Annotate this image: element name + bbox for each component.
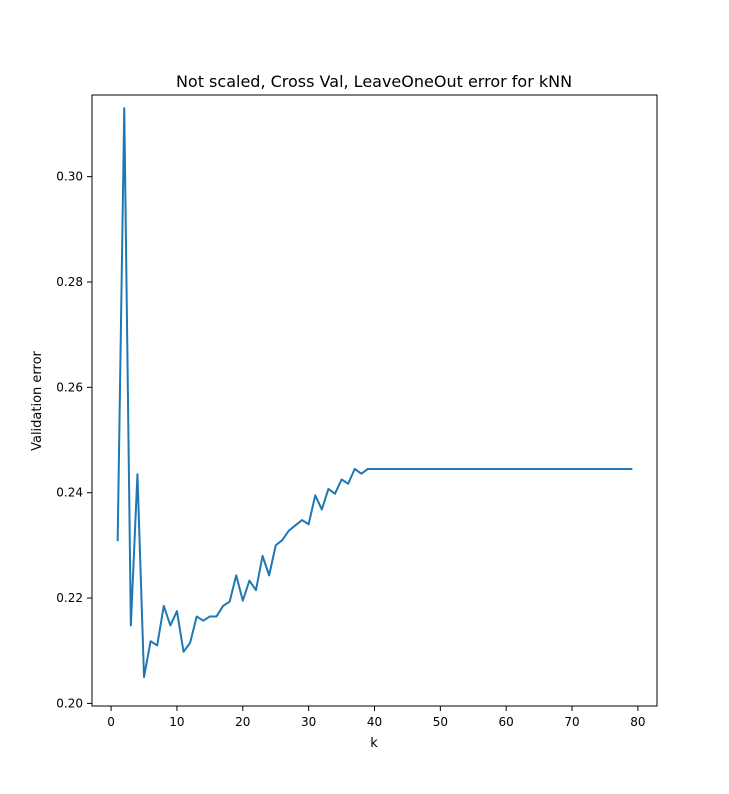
x-tick-label: 30 (301, 715, 316, 729)
x-tick-label: 0 (107, 715, 115, 729)
y-tick-label: 0.28 (56, 275, 83, 289)
y-tick-label: 0.22 (56, 591, 83, 605)
x-tick-label: 60 (499, 715, 514, 729)
y-tick-label: 0.30 (56, 170, 83, 184)
x-tick-label: 10 (169, 715, 184, 729)
y-axis-label: Validation error (30, 350, 45, 450)
x-axis-label: k (370, 736, 378, 751)
y-axis: 0.20 0.22 0.24 0.26 0.28 0.30 (56, 170, 92, 710)
x-tick-label: 80 (630, 715, 645, 729)
x-tick-label: 40 (367, 715, 382, 729)
x-axis: 0 10 20 30 40 50 60 70 80 (107, 706, 646, 729)
x-tick-label: 70 (564, 715, 579, 729)
y-tick-label: 0.20 (56, 696, 83, 710)
x-tick-label: 20 (235, 715, 250, 729)
series-line (116, 107, 633, 679)
y-tick-label: 0.26 (56, 380, 83, 394)
chart-title: Not scaled, Cross Val, LeaveOneOut error… (176, 72, 572, 91)
y-tick-label: 0.24 (56, 486, 83, 500)
x-tick-label: 50 (433, 715, 448, 729)
